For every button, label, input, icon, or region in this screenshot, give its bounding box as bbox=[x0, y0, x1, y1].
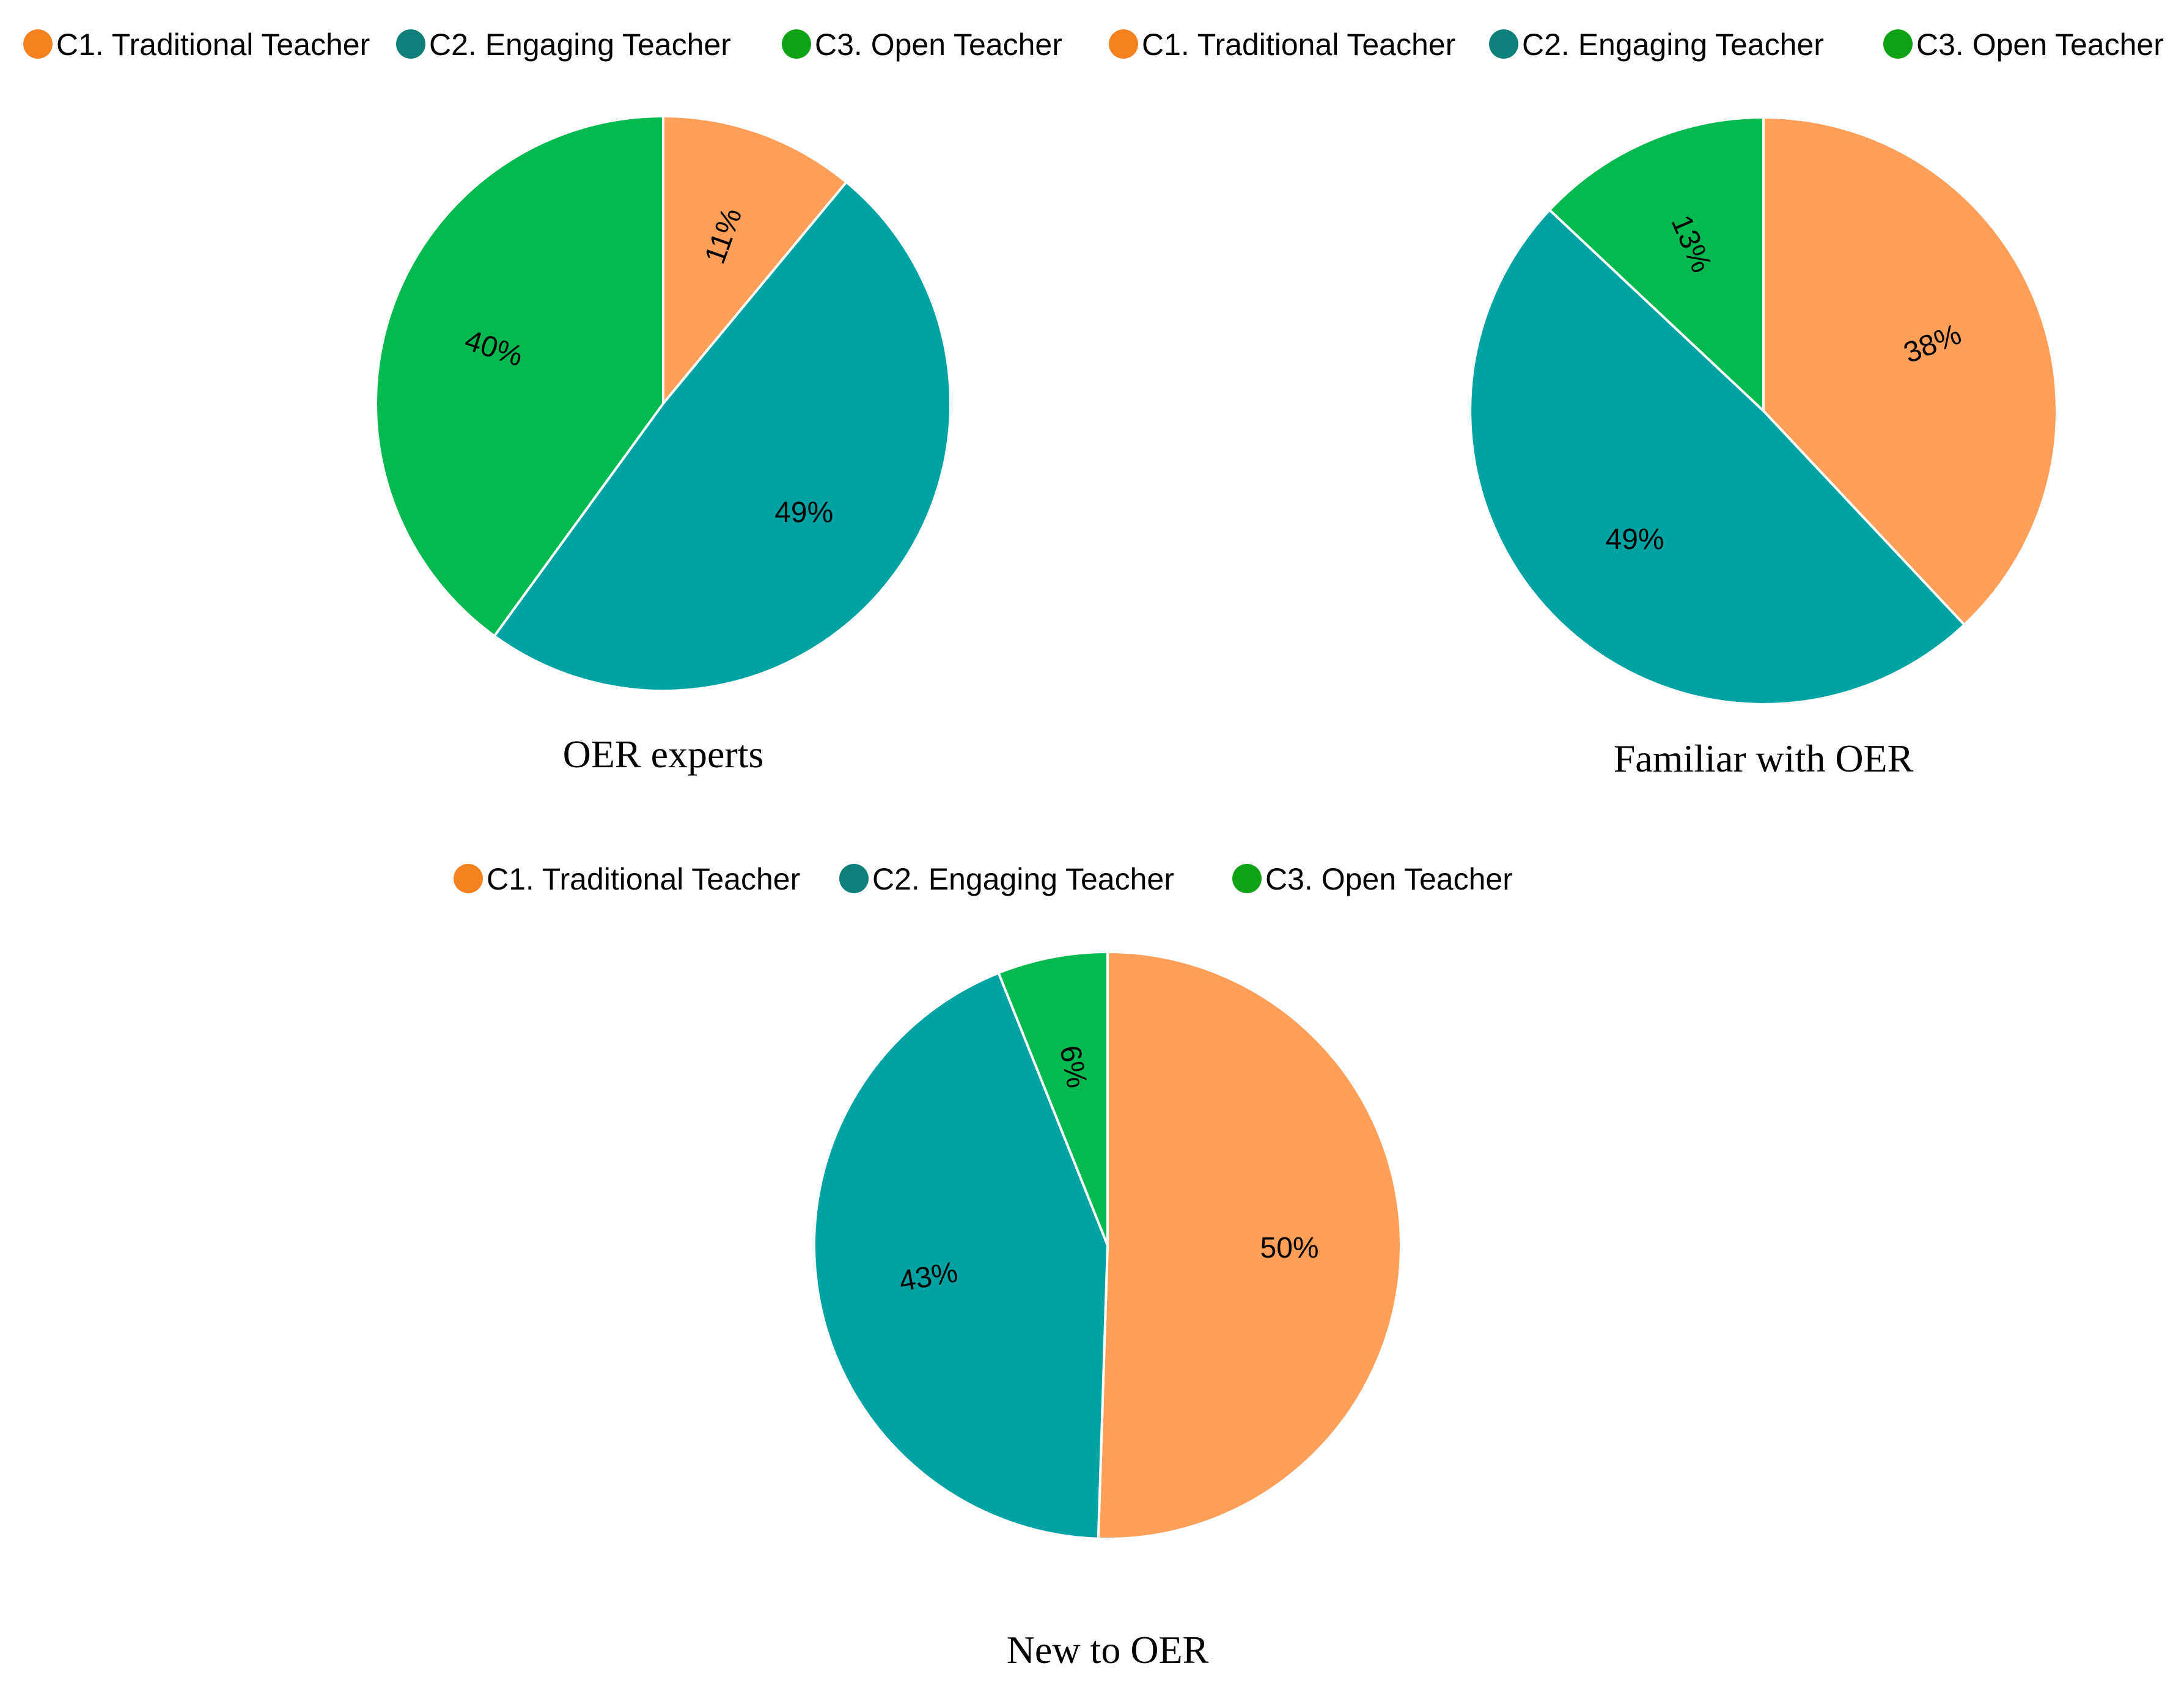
legend-label-traditional-teacher: C1. Traditional Teacher bbox=[487, 862, 800, 896]
pie-slice-engaging-teacher bbox=[813, 971, 1109, 1540]
chart-title: Familiar with OER bbox=[1614, 737, 1914, 780]
legend-label-traditional-teacher: C1. Traditional Teacher bbox=[1142, 28, 1455, 62]
legend-marker-open-teacher bbox=[1883, 29, 1913, 59]
chart-new-to-oer: C1. Traditional Teacher C2. Engaging Teac… bbox=[454, 862, 1513, 1671]
legend-marker-traditional-teacher bbox=[454, 864, 483, 893]
pie-slice-open-teacher bbox=[375, 115, 664, 638]
pie-slice-traditional-teacher bbox=[1762, 116, 2058, 626]
legend-marker-open-teacher bbox=[782, 29, 811, 59]
pie-slice-engaging-teacher bbox=[493, 180, 952, 692]
pie-slice-open-teacher bbox=[997, 951, 1109, 1247]
legend-label-open-teacher: C3. Open Teacher bbox=[815, 28, 1062, 62]
legend-marker-open-teacher bbox=[1232, 864, 1262, 893]
pie-slice-open-teacher bbox=[1548, 116, 1765, 412]
legend-label-engaging-teacher: C2. Engaging Teacher bbox=[429, 28, 731, 62]
legend-marker-traditional-teacher bbox=[23, 29, 53, 59]
pie-slice-traditional-teacher bbox=[1097, 951, 1402, 1540]
chart-title: OER experts bbox=[563, 732, 764, 776]
legend-label-engaging-teacher: C2. Engaging Teacher bbox=[1522, 28, 1824, 62]
slice-label-engaging-teacher: 49% bbox=[774, 496, 833, 529]
legend-label-engaging-teacher: C2. Engaging Teacher bbox=[872, 862, 1174, 896]
slice-label-open-teacher: 6% bbox=[1053, 1043, 1093, 1091]
pie-slice-engaging-teacher bbox=[1469, 208, 1966, 706]
legend-label-open-teacher: C3. Open Teacher bbox=[1916, 28, 2164, 62]
legend-label-open-teacher: C3. Open Teacher bbox=[1265, 862, 1513, 896]
legend-marker-traditional-teacher bbox=[1109, 29, 1138, 59]
legend-marker-engaging-teacher bbox=[839, 864, 869, 893]
chart-oer-experts: C1. Traditional Teacher C2. Engaging Teac… bbox=[23, 28, 1062, 776]
legend-marker-engaging-teacher bbox=[1489, 29, 1518, 59]
chart-familiar-with-oer: C1. Traditional Teacher C2. Engaging Teac… bbox=[1109, 28, 2164, 780]
chart-title: New to OER bbox=[1007, 1628, 1209, 1671]
slice-label-engaging-teacher: 49% bbox=[1606, 523, 1664, 556]
legend-label-traditional-teacher: C1. Traditional Teacher bbox=[56, 28, 370, 62]
pie-slice-traditional-teacher bbox=[662, 115, 848, 405]
slice-label-traditional-teacher: 50% bbox=[1260, 1232, 1319, 1264]
legend-marker-engaging-teacher bbox=[396, 29, 425, 59]
